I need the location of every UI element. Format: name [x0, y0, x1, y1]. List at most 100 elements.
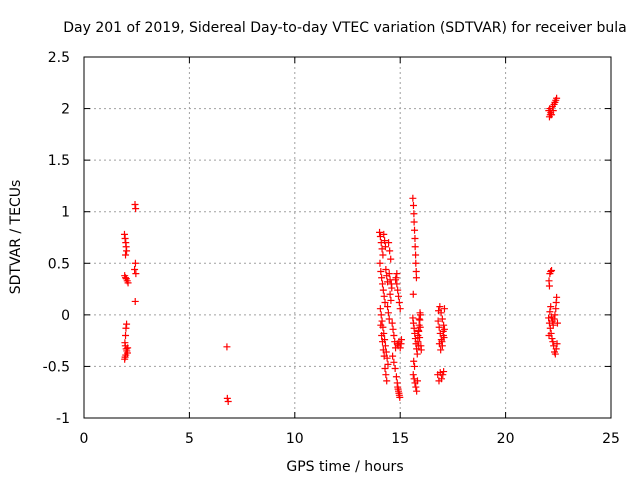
data-point	[394, 383, 402, 391]
data-point	[551, 348, 559, 356]
data-point	[122, 274, 130, 282]
data-point	[377, 311, 385, 319]
data-point	[553, 94, 561, 102]
data-point	[397, 336, 405, 344]
data-point	[132, 205, 140, 213]
data-point	[385, 239, 393, 247]
x-tick-label: 15	[391, 431, 409, 447]
data-point	[124, 279, 132, 287]
data-point	[410, 324, 418, 332]
data-point	[545, 282, 553, 290]
data-point	[440, 368, 448, 376]
data-point	[121, 355, 129, 363]
data-point	[411, 226, 419, 234]
data-point	[131, 297, 139, 305]
data-point	[416, 309, 424, 317]
plot-frame	[83, 56, 612, 419]
x-tick-label: 25	[602, 431, 620, 447]
data-point	[415, 327, 423, 335]
data-point	[412, 259, 420, 267]
data-point	[123, 247, 131, 255]
y-tick-label: -1	[56, 411, 70, 427]
y-tick-label: 1.5	[48, 153, 70, 169]
data-point	[550, 315, 558, 323]
data-point	[549, 338, 557, 346]
data-point	[545, 314, 553, 322]
data-point	[381, 364, 389, 372]
data-point	[396, 305, 404, 313]
data-point	[124, 344, 132, 352]
data-point	[393, 270, 401, 278]
y-tick-label: 2.5	[48, 50, 70, 66]
data-point	[409, 319, 417, 327]
data-point	[384, 309, 392, 317]
data-point	[546, 111, 554, 119]
data-point	[378, 280, 386, 288]
data-point	[389, 352, 397, 360]
data-point	[416, 323, 424, 331]
data-point	[436, 303, 444, 311]
y-axis-label: SDTVAR / TECUs	[8, 180, 24, 295]
data-point	[413, 377, 421, 385]
data-point	[383, 377, 391, 385]
data-point	[380, 230, 388, 238]
data-point	[440, 305, 448, 313]
data-point	[411, 243, 419, 251]
data-point	[412, 268, 420, 276]
data-point	[380, 352, 388, 360]
data-point	[392, 276, 400, 284]
data-point	[382, 371, 390, 379]
data-point	[416, 334, 424, 342]
data-point	[395, 391, 403, 399]
data-point	[551, 311, 559, 319]
data-point	[553, 319, 561, 327]
data-point	[390, 331, 398, 339]
data-point	[131, 259, 139, 267]
data-point	[549, 321, 557, 329]
data-point	[413, 387, 421, 395]
data-point	[550, 342, 558, 350]
data-point	[548, 335, 556, 343]
x-axis-label: GPS time / hours	[286, 459, 403, 475]
x-tick-label: 0	[80, 431, 89, 447]
data-point	[437, 346, 445, 354]
data-point	[122, 331, 130, 339]
data-point	[385, 315, 393, 323]
data-point	[409, 194, 417, 202]
data-point	[434, 317, 442, 325]
data-point	[224, 397, 232, 405]
data-point	[387, 296, 395, 304]
y-tick-label: 2	[61, 102, 70, 118]
y-tick-label: 0	[61, 308, 70, 324]
data-point	[376, 228, 384, 236]
data-point	[414, 338, 422, 346]
data-point	[120, 230, 128, 238]
data-point	[382, 265, 390, 273]
data-point	[553, 293, 561, 301]
data-point	[413, 350, 421, 358]
data-point	[545, 331, 553, 339]
data-point	[381, 298, 389, 306]
data-point	[396, 344, 404, 352]
data-point	[381, 342, 389, 350]
x-tick-label: 5	[185, 431, 194, 447]
data-point	[546, 324, 554, 332]
data-point	[416, 316, 424, 324]
data-point	[380, 292, 388, 300]
data-point	[388, 319, 396, 327]
x-tick-label: 10	[286, 431, 304, 447]
data-point	[390, 358, 398, 366]
data-point	[546, 308, 554, 316]
data-point	[438, 338, 446, 346]
data-point	[123, 320, 131, 328]
chart-title: Day 201 of 2019, Sidereal Day-to-day VTE…	[63, 20, 626, 36]
data-point	[435, 323, 443, 331]
data-point	[223, 343, 231, 351]
data-point	[549, 107, 557, 115]
data-point	[376, 259, 384, 267]
data-point	[377, 321, 385, 329]
y-tick-label: 1	[61, 205, 70, 221]
data-point	[415, 315, 423, 323]
data-point	[439, 327, 447, 335]
